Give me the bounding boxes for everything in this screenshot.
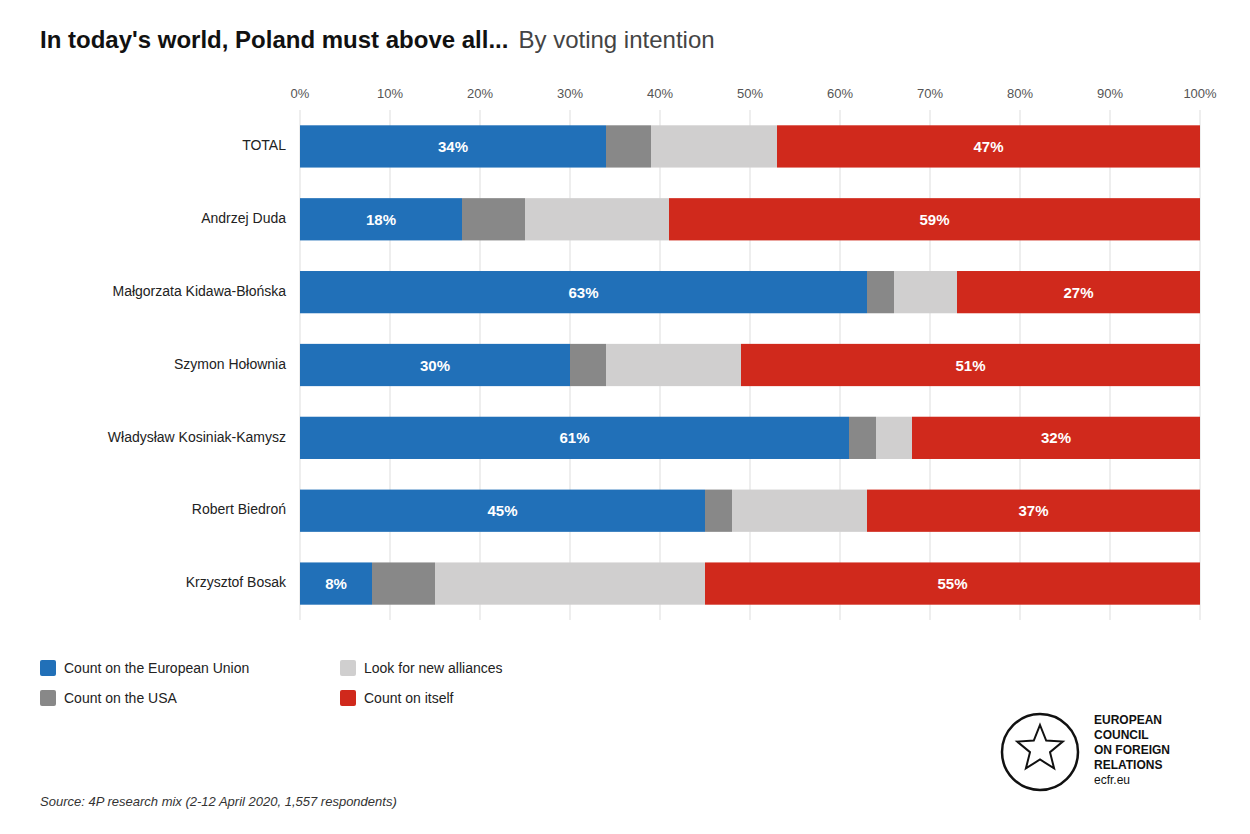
data-label: 59%: [919, 211, 949, 228]
bar: [462, 198, 525, 240]
bar: [849, 417, 876, 459]
data-label: 45%: [487, 502, 517, 519]
legend-label: Count on the USA: [64, 690, 178, 706]
category-label: TOTAL: [242, 137, 286, 153]
x-tick-label: 40%: [647, 86, 673, 101]
source: Source: 4P research mix (2-12 April 2020…: [40, 794, 397, 809]
category-label: Szymon Hołownia: [174, 356, 286, 372]
annotation: ecfr.eu: [1094, 773, 1130, 787]
data-label: 55%: [937, 575, 967, 592]
legend-swatch: [340, 690, 356, 706]
legend-swatch: [40, 690, 56, 706]
data-label: 63%: [568, 284, 598, 301]
legend-swatch: [40, 660, 56, 676]
category-label: Robert Biedroń: [192, 501, 286, 517]
bar: [300, 198, 462, 240]
bar: [606, 344, 741, 386]
bar: [741, 344, 1200, 386]
bar: [300, 490, 705, 532]
x-tick-label: 90%: [1097, 86, 1123, 101]
bar: [732, 490, 867, 532]
legend: Count on the European Union Count on the …: [40, 660, 503, 706]
data-label: 34%: [438, 138, 468, 155]
x-ticks: 0% 10% 20% 30% 40% 50% 60% 70% 80% 90% 100%: [291, 86, 1217, 101]
bar: [777, 125, 1200, 167]
category-label: Małgorzata Kidawa-Błońska: [112, 283, 286, 299]
data-label: 61%: [559, 429, 589, 446]
bar: [300, 344, 570, 386]
x-tick-label: 80%: [1007, 86, 1033, 101]
bar: [435, 562, 705, 604]
bar: [876, 417, 912, 459]
bar: [651, 125, 777, 167]
data-label: 32%: [1041, 429, 1071, 446]
bar: [300, 271, 867, 313]
category-label: Krzysztof Bosak: [186, 574, 287, 590]
bar: [300, 562, 372, 604]
bar: [894, 271, 957, 313]
bar: [570, 344, 606, 386]
bar: [912, 417, 1200, 459]
x-tick-label: 60%: [827, 86, 853, 101]
annotation: EUROPEAN: [1094, 713, 1162, 727]
data-label: 30%: [420, 357, 450, 374]
bar: [300, 125, 606, 167]
bar: [957, 271, 1200, 313]
bar: [867, 271, 894, 313]
chart: In today's world, Poland must above all.…: [0, 0, 1250, 834]
legend-label: Count on itself: [364, 690, 454, 706]
x-tick-label: 100%: [1183, 86, 1217, 101]
x-tick-label: 50%: [737, 86, 763, 101]
category-label: Andrzej Duda: [201, 210, 286, 226]
bar: [372, 562, 435, 604]
legend-swatch: [340, 660, 356, 676]
background: [0, 0, 1250, 834]
bar: [525, 198, 669, 240]
annotation: RELATIONS: [1094, 758, 1162, 772]
bar: [606, 125, 651, 167]
bar: [300, 417, 849, 459]
x-tick-label: 30%: [557, 86, 583, 101]
data-label: 8%: [325, 575, 347, 592]
data-label: 51%: [955, 357, 985, 374]
bar: [669, 198, 1200, 240]
x-tick-label: 0%: [291, 86, 310, 101]
y-ticks: TOTAL Andrzej Duda Małgorzata Kidawa-Błońs…: [108, 137, 287, 590]
logo-star: [1017, 725, 1063, 768]
x-tick-label: 70%: [917, 86, 943, 101]
bar: [705, 562, 1200, 604]
data-label: 27%: [1063, 284, 1093, 301]
subtitle: By voting intention: [518, 26, 714, 53]
bar: [705, 490, 732, 532]
x-tick-label: 10%: [377, 86, 403, 101]
legend-label: Look for new alliances: [364, 660, 503, 676]
annotation: ON FOREIGN: [1094, 743, 1170, 757]
title: In today's world, Poland must above all.…: [40, 26, 715, 53]
title-main: In today's world, Poland must above all.…: [40, 26, 508, 53]
data-label: 37%: [1018, 502, 1048, 519]
data-label: 47%: [973, 138, 1003, 155]
logo-circle: [1002, 714, 1078, 790]
data-labels: 34% 18% 63% 30% 61% 45% 8% 47% 59% 27% 51% 32% 37% 55…: [325, 138, 1093, 592]
annotation: COUNCIL: [1094, 728, 1149, 742]
bar: [867, 490, 1200, 532]
data-label: 18%: [366, 211, 396, 228]
x-tick-label: 20%: [467, 86, 493, 101]
bars: [300, 125, 1200, 604]
legend-label: Count on the European Union: [64, 660, 249, 676]
logo: EUROPEANCOUNCILON FOREIGNRELATIONSecfr.e…: [1002, 713, 1170, 790]
grid: [300, 110, 1200, 620]
category-label: Władysław Kosiniak-Kamysz: [108, 429, 286, 445]
